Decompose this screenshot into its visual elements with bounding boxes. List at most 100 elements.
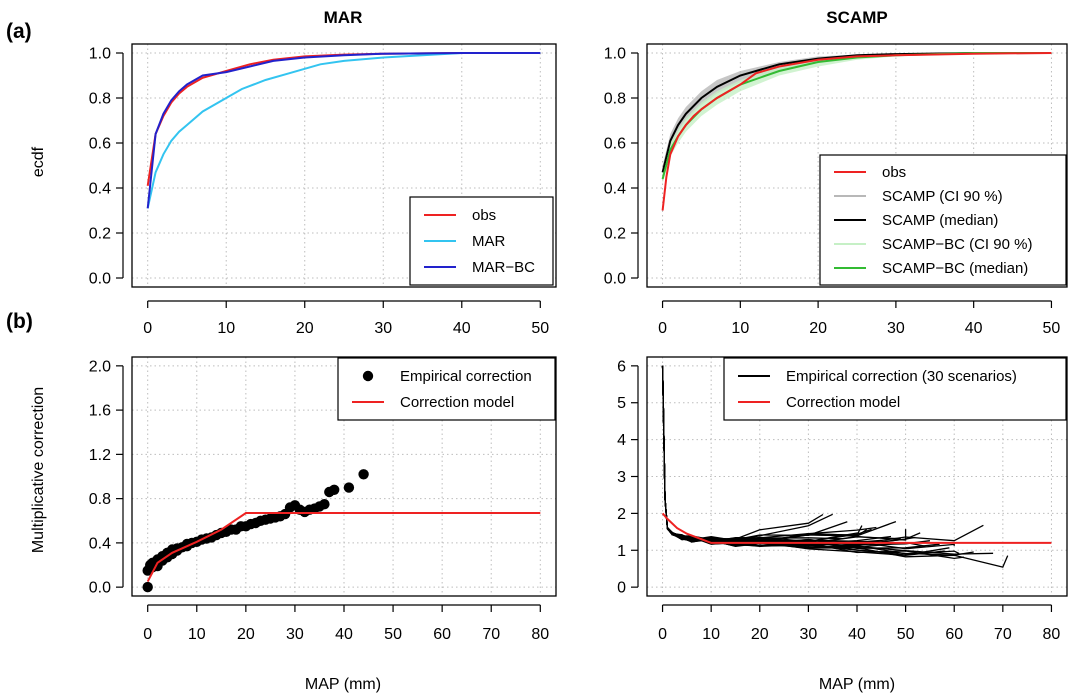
x-tick-label-2: 20	[237, 626, 255, 643]
x-tick-label-1: 10	[731, 320, 749, 337]
y-tick-label-1: 1	[617, 543, 626, 560]
y-tick-label-1: 0.4	[89, 535, 111, 552]
x-tick-label-3: 30	[887, 320, 905, 337]
legend-label-3: SCAMP−BC (CI 90 %)	[882, 236, 1032, 253]
series-line-1	[146, 52, 541, 209]
legend-box	[723, 357, 1067, 421]
panel-label-b: (b)	[6, 310, 33, 333]
panel-a-left-ecdf-mar: 0 10 20 30 40 50 0.0 0.2 0.4 0.6 0.8 1.0 obs MAR MAR−B…	[89, 43, 557, 337]
data-point-50	[358, 469, 369, 480]
y-tick-label-5: 5	[617, 395, 626, 412]
legend-label-4: SCAMP−BC (median)	[882, 260, 1028, 277]
legend-label-0: Empirical correction	[400, 368, 532, 385]
x-tick-label-6: 60	[433, 626, 451, 643]
y-tick-label-0: 0.0	[604, 271, 626, 288]
x-tick-label-0: 0	[658, 626, 667, 643]
x-tick-label-8: 80	[1043, 626, 1061, 643]
x-tick-label-1: 10	[188, 626, 206, 643]
data-point-49	[343, 482, 355, 493]
y-tick-label-3: 3	[617, 469, 626, 486]
panel-a-right-ecdf-scamp: 0 10 20 30 40 50 0.0 0.2 0.4 0.6 0.8 1.0 obs SCAMP (C…	[604, 43, 1068, 337]
x-tick-label-3: 30	[799, 626, 817, 643]
x-tick-label-7: 70	[994, 626, 1012, 643]
y-tick-label-4: 1.6	[89, 403, 111, 420]
y-tick-label-5: 1.0	[89, 46, 111, 63]
series-line-1	[146, 512, 541, 583]
y-tick-label-6: 6	[617, 358, 626, 375]
legend-label-1: SCAMP (CI 90 %)	[882, 188, 1003, 205]
legend-label-2: SCAMP (median)	[882, 212, 998, 229]
legend-label-1: MAR	[472, 233, 506, 250]
y-tick-label-1: 0.2	[604, 226, 626, 243]
x-axis-label-bottom-left: MAP (mm)	[305, 676, 381, 693]
y-tick-label-5: 1.0	[604, 46, 626, 63]
y-tick-label-2: 2	[617, 506, 626, 523]
x-axis-label-bottom-right: MAP (mm)	[819, 676, 895, 693]
legend-a-right: obs SCAMP (CI 90 %) SCAMP (median) SCAMP−BC…	[819, 154, 1067, 286]
x-tick-label-1: 10	[217, 320, 235, 337]
x-tick-label-8: 80	[531, 626, 549, 643]
x-tick-label-4: 40	[848, 626, 866, 643]
x-tick-label-5: 50	[897, 626, 915, 643]
y-tick-label-4: 4	[617, 432, 626, 449]
title-scamp: SCAMP	[826, 8, 887, 27]
panel-b-left-correction-mar: 0 10 20 30 40 50 60 70 80 0.0 0.4 0.8 1.2 1.6 2.0 Empir…	[89, 356, 557, 643]
x-tick-label-2: 20	[296, 320, 314, 337]
x-tick-label-5: 50	[531, 320, 549, 337]
plot-frame	[646, 356, 1068, 597]
series-line-2	[146, 52, 541, 209]
legend-label-0: Empirical correction (30 scenarios)	[786, 368, 1017, 385]
x-tick-label-4: 40	[335, 626, 353, 643]
panel-label-a: (a)	[6, 20, 32, 43]
legend-b-left: Empirical correction Correction model	[337, 357, 556, 421]
legend-box	[337, 357, 556, 421]
x-tick-label-6: 60	[945, 626, 963, 643]
x-tick-label-5: 50	[384, 626, 402, 643]
y-tick-label-2: 0.8	[89, 491, 111, 508]
panel-b-right-correction-scamp: 0 10 20 30 40 50 60 70 80 0 1 2 3 4 5 6 Empirical correc…	[617, 356, 1068, 643]
y-tick-label-0: 0.0	[89, 580, 111, 597]
data-point-0	[142, 581, 153, 593]
plot-frame	[646, 43, 1068, 288]
data-point-46	[319, 499, 330, 510]
plot-frame	[131, 43, 557, 288]
legend-label-0: obs	[882, 164, 906, 181]
x-tick-label-4: 40	[453, 320, 471, 337]
y-tick-label-4: 0.8	[89, 91, 111, 108]
data-point-48	[329, 484, 340, 495]
title-mar: MAR	[324, 8, 363, 27]
legend-symbol-0	[362, 370, 374, 382]
x-tick-label-1: 10	[702, 626, 720, 643]
y-tick-label-2: 0.4	[89, 181, 111, 198]
y-tick-label-3: 0.6	[89, 136, 111, 153]
legend-label-2: MAR−BC	[472, 259, 535, 276]
y-tick-label-3: 0.6	[604, 136, 626, 153]
legend-label-0: obs	[472, 207, 496, 224]
x-tick-label-2: 20	[809, 320, 827, 337]
y-axis-label-correction: Multiplicative correction	[30, 387, 47, 553]
x-tick-label-0: 0	[143, 320, 152, 337]
y-tick-label-2: 0.4	[604, 181, 626, 198]
x-tick-label-7: 70	[482, 626, 500, 643]
legend-a-left: obs MAR MAR−BC	[409, 196, 554, 286]
legend-b-right: Empirical correction (30 scenarios) Corre…	[723, 357, 1067, 421]
y-tick-label-3: 1.2	[89, 447, 111, 464]
y-tick-label-0: 0.0	[89, 271, 111, 288]
series-line-1	[661, 512, 1052, 544]
y-tick-label-5: 2.0	[89, 358, 111, 375]
x-tick-label-3: 30	[374, 320, 392, 337]
x-tick-label-2: 20	[751, 626, 769, 643]
series-line-0	[146, 52, 541, 186]
x-tick-label-0: 0	[143, 626, 152, 643]
series-line-4	[661, 52, 1052, 211]
y-tick-label-1: 0.2	[89, 226, 111, 243]
plot-frame	[131, 356, 557, 597]
y-tick-label-4: 0.8	[604, 91, 626, 108]
series-line-2	[661, 52, 1052, 173]
y-axis-label-ecdf: ecdf	[30, 146, 47, 177]
legend-label-1: Correction model	[786, 394, 900, 411]
legend-label-1: Correction model	[400, 394, 514, 411]
x-tick-label-5: 50	[1043, 320, 1061, 337]
x-tick-label-4: 40	[965, 320, 983, 337]
